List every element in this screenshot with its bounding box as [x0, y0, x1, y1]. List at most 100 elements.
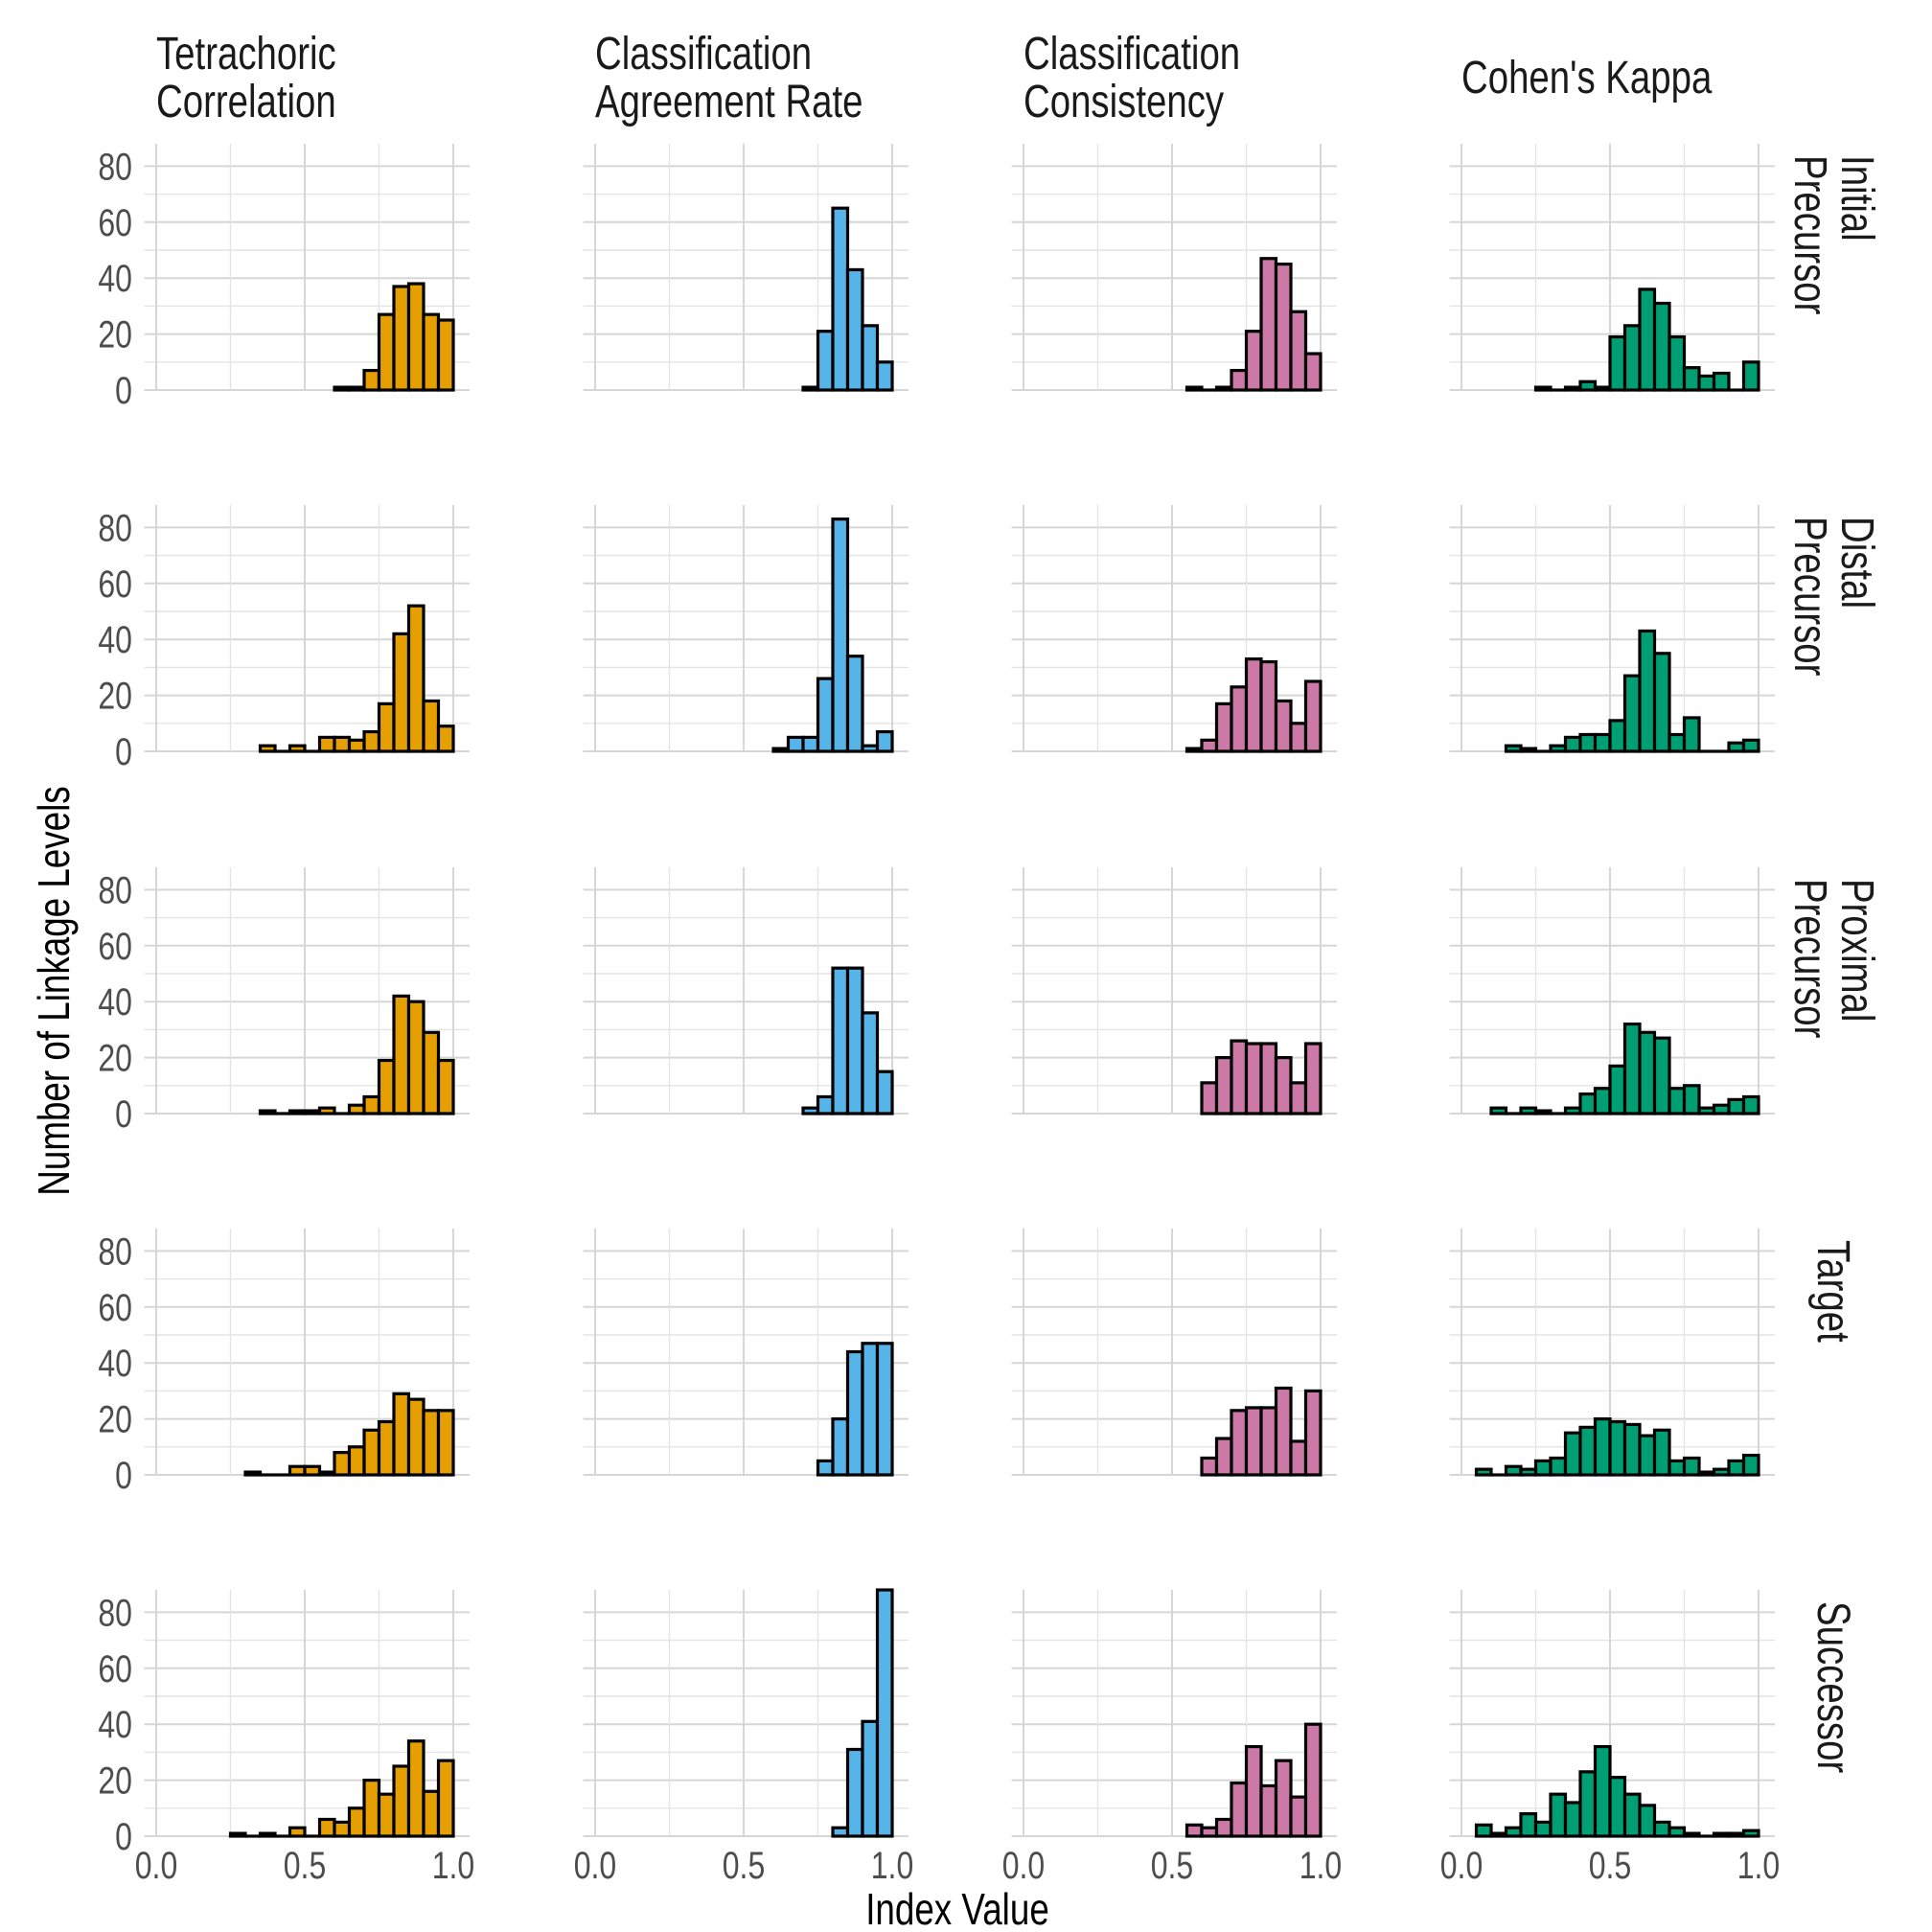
- histogram-bar: [1474, 1823, 1493, 1838]
- histogram-bar: [1259, 1042, 1278, 1116]
- histogram-bar: [1727, 1097, 1746, 1116]
- histogram-bar: [1230, 1781, 1249, 1838]
- histogram-bar: [1289, 1439, 1308, 1477]
- histogram-bar: [317, 735, 336, 753]
- histogram-bar: [422, 1409, 441, 1477]
- column-strip-label: Correlation: [156, 77, 336, 127]
- y-tick-label: 20: [98, 1036, 132, 1079]
- histogram-bar: [392, 994, 411, 1116]
- row-strip: Target: [1807, 1240, 1858, 1343]
- histogram-bar: [1230, 368, 1249, 392]
- row-strip: Initial: [1831, 155, 1882, 242]
- row-strip-label: Precursor: [1784, 517, 1835, 676]
- histogram-bar: [422, 1789, 441, 1838]
- x-tick-label: 1.0: [1300, 1844, 1342, 1887]
- histogram-bar: [1593, 385, 1612, 392]
- y-tick-label: 0: [115, 1815, 132, 1858]
- histogram-bar: [1622, 324, 1642, 392]
- histogram-bar: [347, 738, 366, 753]
- histogram-bar: [1608, 334, 1627, 392]
- histogram-bar: [362, 1778, 381, 1838]
- histogram-bar: [303, 1109, 322, 1116]
- histogram-bar: [1303, 352, 1322, 392]
- panel-4-0: [144, 1590, 471, 1838]
- histogram-bar: [1533, 1109, 1552, 1116]
- histogram-bar: [1668, 1087, 1687, 1116]
- histogram-bar: [422, 1030, 441, 1116]
- histogram-bar: [1259, 257, 1278, 392]
- histogram-bar: [1259, 659, 1278, 753]
- histogram-bar: [436, 1759, 455, 1838]
- histogram-bar: [1622, 674, 1642, 753]
- histogram-bar: [845, 1349, 864, 1477]
- histogram-bar: [861, 1011, 880, 1116]
- y-tick-label: 60: [98, 1646, 132, 1690]
- histogram-bar: [845, 1747, 864, 1838]
- histogram-bar: [801, 385, 820, 392]
- x-tick-label: 0.5: [723, 1844, 765, 1887]
- histogram-bar: [288, 1826, 307, 1838]
- histogram-bar: [1741, 1453, 1760, 1477]
- histogram-bar: [816, 330, 835, 392]
- column-strip-label: Classification: [595, 29, 812, 80]
- row-strip: Proximal: [1831, 879, 1882, 1022]
- x-tick-label: 0.0: [1440, 1844, 1483, 1887]
- panel-0-2: [1011, 144, 1338, 392]
- row-strip: Successor: [1807, 1601, 1858, 1773]
- histogram-bar: [1200, 738, 1219, 753]
- histogram-bar: [228, 1831, 247, 1838]
- histogram-bar: [1200, 1081, 1219, 1116]
- histogram-bar: [801, 1106, 820, 1116]
- y-axis-tick-labels: 0 20 40 60 80 0 20 40 60 80 0 20 40 60 80 0 20 40 60 80 0 20 4…: [98, 145, 132, 1858]
- histogram-bar: [422, 699, 441, 753]
- histogram-bar: [406, 1000, 426, 1116]
- panel-3-0: [144, 1229, 471, 1477]
- histogram-bar: [333, 385, 352, 392]
- histogram-bar: [377, 702, 396, 753]
- histogram-bar: [1289, 722, 1308, 753]
- panel-3-2: [1011, 1229, 1338, 1477]
- histogram-bar: [1489, 1106, 1508, 1116]
- histogram-bar: [436, 1058, 455, 1116]
- histogram-bar: [347, 1445, 366, 1477]
- histogram-bar: [845, 655, 864, 753]
- panel-4-3: [1449, 1590, 1776, 1838]
- histogram-bar: [436, 318, 455, 392]
- x-tick-label: 0.5: [284, 1844, 326, 1887]
- histogram-bar: [1200, 1456, 1219, 1477]
- histogram-bar: [392, 1764, 411, 1838]
- histogram-bar: [816, 1459, 835, 1477]
- histogram-bar: [1533, 1820, 1552, 1838]
- histogram-bar: [1214, 1055, 1233, 1116]
- y-tick-label: 20: [98, 1397, 132, 1440]
- histogram-bar: [1608, 1419, 1627, 1477]
- row-strip-labels: InitialPrecursorDistalPrecursorProximalP…: [1784, 155, 1882, 1773]
- histogram-bar: [362, 1094, 381, 1116]
- row-strip-label: Distal: [1831, 517, 1882, 609]
- histogram-bar: [436, 1409, 455, 1477]
- y-tick-label: 20: [98, 674, 132, 717]
- x-tick-label: 0.0: [1002, 1844, 1045, 1887]
- y-tick-label: 40: [98, 1703, 132, 1746]
- histogram-bar: [1682, 1831, 1701, 1838]
- x-tick-label: 0.5: [1589, 1844, 1631, 1887]
- histogram-bar: [1303, 1389, 1322, 1477]
- row-strip-label: Precursor: [1784, 155, 1835, 314]
- histogram-bar: [1303, 679, 1322, 753]
- row-strip-label: Successor: [1807, 1601, 1858, 1773]
- y-tick-label: 60: [98, 200, 132, 243]
- histogram-bar: [1563, 385, 1582, 392]
- histogram-bar: [303, 1464, 322, 1477]
- histogram-bar: [1244, 1406, 1263, 1477]
- panel-0-3: [1449, 144, 1776, 392]
- histogram-bar: [1274, 263, 1293, 392]
- histogram-bar: [406, 1739, 426, 1838]
- panel-2-1: [583, 867, 909, 1116]
- histogram-bar: [1474, 1467, 1493, 1477]
- x-tick-label: 1.0: [871, 1844, 913, 1887]
- histogram-bar: [333, 735, 352, 753]
- histogram-bar: [1563, 1801, 1582, 1838]
- x-axis-title: Index Value: [865, 1884, 1049, 1932]
- histogram-bar: [377, 312, 396, 392]
- histogram-bar: [317, 1470, 336, 1477]
